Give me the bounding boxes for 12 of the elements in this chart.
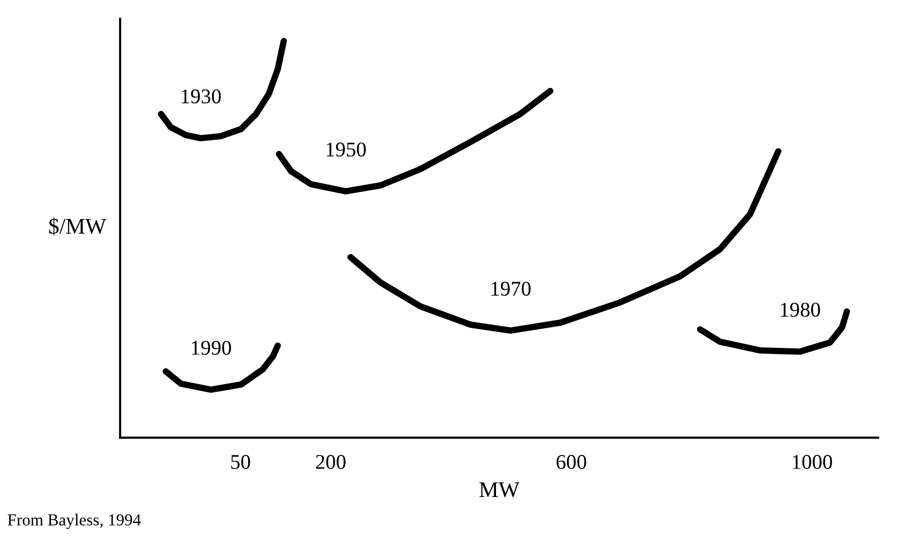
y-axis-title: $/MW (49, 217, 106, 236)
series-label: 1930 (182, 89, 221, 104)
series-label: 1970 (492, 282, 531, 296)
series-label: 1990 (192, 340, 231, 355)
x-tick-label: 600 (556, 454, 586, 469)
series-label: 1950 (326, 142, 366, 157)
x-tick-label: 200 (316, 454, 346, 469)
x-axis-title: MW (479, 482, 520, 498)
x-tick-label: 50 (231, 454, 250, 469)
text: From Bayless, 1994 (8, 514, 141, 529)
series-label: 1980 (780, 302, 820, 317)
x-tick-label: 1000 (792, 454, 832, 469)
